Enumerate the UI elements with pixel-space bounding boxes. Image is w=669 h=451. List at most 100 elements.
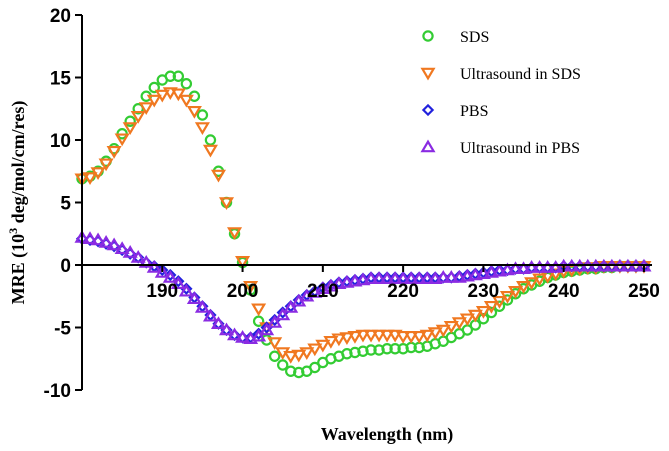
y-tick-label: 10 — [50, 131, 71, 152]
data-point — [516, 280, 532, 294]
y-axis-title-sup: 3 — [6, 228, 20, 234]
data-point — [202, 144, 218, 158]
data-point — [435, 324, 451, 338]
data-point — [202, 308, 218, 322]
data-point — [524, 277, 540, 290]
data-point — [339, 275, 355, 288]
data-point — [251, 328, 267, 342]
data-point — [483, 265, 499, 278]
data-point — [371, 329, 387, 343]
data-point — [227, 227, 243, 240]
legend-marker — [420, 139, 436, 153]
legend-marker — [422, 30, 434, 42]
data-point — [138, 102, 154, 115]
data-point — [114, 241, 130, 255]
data-point — [443, 320, 459, 334]
data-point — [475, 305, 491, 319]
data-point — [146, 94, 162, 108]
series-ultrasound-in-sds — [74, 87, 652, 364]
data-point — [451, 270, 467, 283]
data-point — [427, 271, 443, 285]
data-point — [154, 89, 170, 103]
y-tick-label: 0 — [60, 256, 71, 277]
legend-entry: Ultrasound in PBS — [420, 139, 580, 157]
data-point — [243, 280, 259, 294]
y-axis-title-suffix: deg/mol/cm/res) — [8, 101, 29, 228]
data-point — [516, 261, 532, 275]
data-point — [291, 349, 307, 363]
plot-marks — [74, 70, 652, 379]
data-point — [467, 267, 483, 281]
data-point — [347, 330, 363, 344]
data-point — [268, 350, 281, 362]
data-point — [196, 109, 209, 121]
data-point — [162, 270, 178, 283]
data-point — [130, 110, 146, 124]
data-point — [106, 237, 122, 251]
legend-entry: PBS — [421, 103, 488, 120]
data-point — [475, 266, 491, 280]
data-point — [210, 316, 227, 330]
data-point — [419, 271, 435, 285]
data-point — [114, 133, 130, 147]
y-axis-title-prefix: MRE (10 — [8, 234, 29, 305]
data-point — [283, 350, 299, 364]
x-tick-label: 250 — [628, 281, 660, 302]
legend-label: PBS — [460, 103, 488, 120]
data-point — [491, 295, 507, 309]
data-point — [379, 329, 395, 343]
y-tick-label: 20 — [50, 6, 71, 27]
legend-entry: SDS — [422, 29, 489, 46]
x-tick-label: 190 — [146, 281, 178, 302]
data-point — [524, 260, 540, 273]
legend-label: Ultrasound in PBS — [460, 140, 580, 157]
data-point — [130, 250, 146, 263]
data-point — [491, 263, 507, 277]
y-tick-label: 15 — [50, 69, 72, 90]
data-point — [251, 303, 267, 317]
y-axis-title: MRE (103 deg/mol/cm/res) — [6, 101, 29, 305]
data-point — [235, 330, 251, 343]
data-point — [210, 169, 227, 183]
data-point — [387, 271, 403, 285]
data-point — [154, 265, 170, 278]
x-tick-label: 230 — [468, 281, 500, 302]
data-point — [267, 337, 283, 350]
x-axis-title: Wavelength (nm) — [321, 424, 454, 445]
x-tick-label: 200 — [227, 281, 259, 302]
data-point — [124, 115, 136, 127]
data-point — [548, 268, 564, 282]
data-point — [331, 333, 347, 347]
data-point — [122, 122, 138, 135]
legend-label: SDS — [460, 29, 489, 46]
data-point — [355, 329, 371, 343]
x-tick-label: 240 — [548, 281, 580, 302]
data-point — [186, 291, 202, 305]
data-point — [98, 158, 114, 172]
legend: SDS Ultrasound in SDS PBS Ultrasound in PBS — [420, 29, 581, 157]
data-point — [363, 329, 379, 343]
data-point — [532, 260, 548, 273]
data-point — [235, 255, 251, 269]
data-point — [483, 300, 499, 314]
axes: 20 15 10 5 0 -5 -10 190 200 210 220 230 240 250 — [44, 6, 660, 402]
data-point — [307, 343, 323, 357]
data-point — [395, 330, 411, 344]
data-point — [138, 255, 154, 268]
data-point — [194, 122, 210, 135]
data-point — [283, 300, 299, 313]
data-point — [427, 327, 443, 340]
data-point — [548, 260, 564, 273]
data-point — [467, 309, 483, 323]
data-point — [299, 347, 315, 360]
data-point — [331, 276, 347, 290]
data-point — [499, 262, 516, 276]
data-point — [499, 290, 516, 304]
data-point — [459, 313, 475, 327]
data-point — [164, 70, 177, 82]
data-point — [403, 271, 419, 285]
data-point — [363, 271, 379, 285]
data-point — [371, 271, 387, 285]
data-point — [419, 329, 435, 343]
